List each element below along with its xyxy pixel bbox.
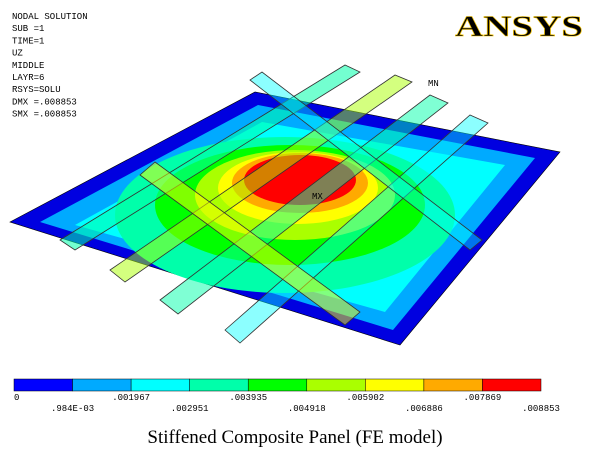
colorbar-segment	[73, 379, 132, 391]
header-line: SUB =1	[12, 24, 44, 34]
header-line: DMX =.008853	[12, 97, 77, 107]
colorbar-label: .005902	[346, 393, 384, 403]
logo: ANSYS	[455, 10, 583, 43]
figure: ANSYS MN MX NODAL SOLUTION SUB =1 TIME=1 UZ…	[0, 0, 591, 453]
colorbar-segment	[190, 379, 249, 391]
colorbar: 0 .984E-03 .001967 .002951 .003935 .004918 .00…	[14, 379, 560, 414]
fe-model	[10, 65, 560, 345]
colorbar-label: .004918	[288, 404, 326, 414]
header-line: UZ	[12, 49, 23, 59]
max-label: MX	[312, 192, 323, 202]
figure-canvas: ANSYS MN MX NODAL SOLUTION SUB =1 TIME=1 UZ…	[0, 0, 591, 453]
header-line: SMX =.008853	[12, 110, 77, 120]
colorbar-label: 0	[14, 393, 19, 403]
colorbar-segment	[424, 379, 483, 391]
colorbar-segment	[365, 379, 424, 391]
colorbar-segment	[307, 379, 366, 391]
colorbar-segment	[482, 379, 541, 391]
colorbar-label: .001967	[112, 393, 150, 403]
colorbar-label: .984E-03	[51, 404, 94, 414]
colorbar-segment	[14, 379, 73, 391]
header-text: NODAL SOLUTION SUB =1 TIME=1 UZ MIDDLE LAYR=6…	[12, 12, 88, 120]
header-line: RSYS=SOLU	[12, 85, 61, 95]
header-line: NODAL SOLUTION	[12, 12, 88, 22]
header-line: TIME=1	[12, 36, 44, 46]
colorbar-label: .006886	[405, 404, 443, 414]
caption: Stiffened Composite Panel (FE model)	[147, 427, 442, 448]
logo-text: ANSYS	[455, 10, 583, 43]
colorbar-segment	[248, 379, 307, 391]
colorbar-segment	[131, 379, 190, 391]
min-label: MN	[428, 79, 439, 89]
colorbar-label: .003935	[229, 393, 267, 403]
header-line: LAYR=6	[12, 73, 44, 83]
colorbar-label: .007869	[464, 393, 502, 403]
colorbar-label: .008853	[522, 404, 560, 414]
header-line: MIDDLE	[12, 61, 44, 71]
colorbar-label: .002951	[171, 404, 209, 414]
